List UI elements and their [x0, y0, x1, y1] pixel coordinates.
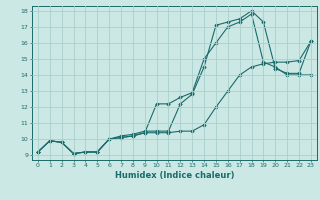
X-axis label: Humidex (Indice chaleur): Humidex (Indice chaleur) [115, 171, 234, 180]
